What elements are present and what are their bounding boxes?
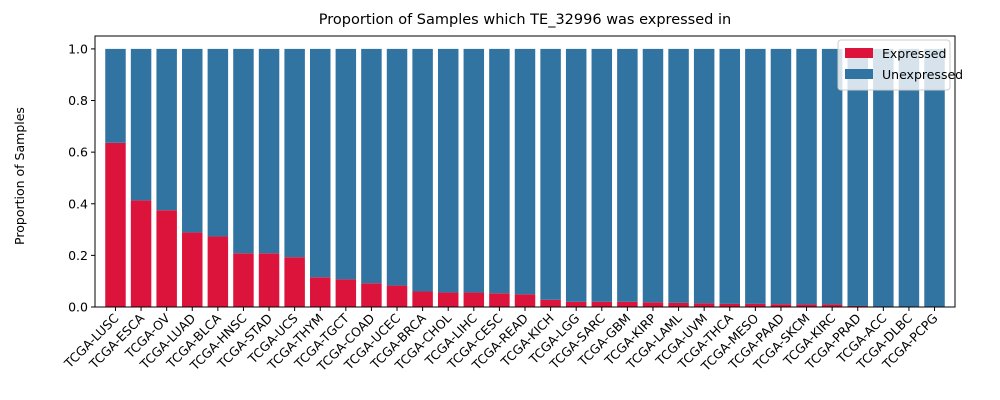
bar-unexpressed-tcga-stad xyxy=(258,48,280,254)
bar-unexpressed-tcga-thym xyxy=(310,48,331,278)
bar-unexpressed-tcga-kirc xyxy=(821,48,843,305)
bar-unexpressed-tcga-uvm xyxy=(693,48,715,304)
bar-expressed-tcga-esca xyxy=(130,200,152,307)
bar-unexpressed-tcga-ucec xyxy=(386,48,408,286)
bar-expressed-tcga-paad xyxy=(770,304,792,307)
bar-unexpressed-tcga-hnsc xyxy=(233,48,254,254)
bars-group xyxy=(105,48,945,308)
bar-unexpressed-tcga-meso xyxy=(745,48,766,304)
bar-unexpressed-tcga-ucs xyxy=(284,48,305,258)
bar-expressed-tcga-skcm xyxy=(796,304,817,307)
bar-expressed-tcga-thca xyxy=(719,303,740,307)
bar-unexpressed-tcga-chol xyxy=(437,48,459,293)
bar-expressed-tcga-lgg xyxy=(565,301,587,307)
bar-expressed-tcga-lusc xyxy=(105,142,126,307)
bar-expressed-tcga-kich xyxy=(540,299,561,307)
bar-unexpressed-tcga-coad xyxy=(361,48,382,284)
bar-expressed-tcga-chol xyxy=(437,292,459,307)
chart-title: Proportion of Samples which TE_32996 was… xyxy=(319,12,731,28)
bar-expressed-tcga-gbm xyxy=(617,301,638,307)
bar-unexpressed-tcga-thca xyxy=(719,48,740,304)
bar-unexpressed-tcga-sarc xyxy=(591,48,613,302)
y-tick-label: 0.2 xyxy=(68,248,88,263)
bar-unexpressed-tcga-kich xyxy=(540,48,561,300)
bar-expressed-tcga-laml xyxy=(668,302,689,307)
legend: Expressed Unexpressed xyxy=(837,39,963,91)
bar-unexpressed-tcga-lusc xyxy=(105,48,126,143)
bar-unexpressed-tcga-brca xyxy=(412,48,433,292)
y-tick-label: 0.6 xyxy=(68,145,88,160)
bar-unexpressed-tcga-pcpg xyxy=(924,48,945,308)
bar-expressed-tcga-kirc xyxy=(821,304,843,307)
bar-unexpressed-tcga-laml xyxy=(668,48,689,303)
bar-unexpressed-tcga-kirp xyxy=(642,48,664,303)
bar-unexpressed-tcga-tgct xyxy=(335,48,357,280)
y-tick-label: 0.8 xyxy=(68,93,88,108)
bar-expressed-tcga-hnsc xyxy=(233,253,254,307)
bar-expressed-tcga-coad xyxy=(361,283,382,307)
bar-unexpressed-tcga-lihc xyxy=(463,48,485,293)
bar-expressed-tcga-ucs xyxy=(284,257,305,307)
bar-expressed-tcga-ucec xyxy=(386,285,408,307)
bar-unexpressed-tcga-ov xyxy=(156,48,177,211)
bar-unexpressed-tcga-esca xyxy=(130,48,152,201)
bar-unexpressed-tcga-read xyxy=(514,48,536,295)
y-axis-label: Proportion of Samples xyxy=(12,107,27,245)
legend-label-expressed: Expressed xyxy=(882,46,946,61)
bar-expressed-tcga-meso xyxy=(745,303,766,307)
bar-unexpressed-tcga-skcm xyxy=(796,48,817,305)
bar-expressed-tcga-brca xyxy=(412,291,433,307)
bar-unexpressed-tcga-luad xyxy=(182,48,203,233)
bar-expressed-tcga-blca xyxy=(207,236,229,307)
legend-label-unexpressed: Unexpressed xyxy=(882,67,963,82)
bar-unexpressed-tcga-prad xyxy=(847,48,868,306)
bar-expressed-tcga-prad xyxy=(847,305,868,307)
bar-unexpressed-tcga-gbm xyxy=(617,48,638,302)
legend-swatch-expressed xyxy=(845,48,873,58)
bar-expressed-tcga-ov xyxy=(156,210,177,307)
y-tick-label: 1.0 xyxy=(68,41,88,56)
bar-unexpressed-tcga-paad xyxy=(770,48,792,305)
bar-expressed-tcga-uvm xyxy=(693,303,715,307)
bar-expressed-tcga-kirp xyxy=(642,302,664,307)
bar-expressed-tcga-luad xyxy=(182,232,203,307)
bar-expressed-tcga-stad xyxy=(258,253,280,307)
bar-expressed-tcga-sarc xyxy=(591,301,613,307)
bar-expressed-tcga-tgct xyxy=(335,279,357,307)
bar-expressed-tcga-read xyxy=(514,294,536,307)
bar-unexpressed-tcga-lgg xyxy=(565,48,587,302)
y-tick-label: 0.4 xyxy=(68,196,88,211)
bar-unexpressed-tcga-blca xyxy=(207,48,229,237)
bar-expressed-tcga-lihc xyxy=(463,292,485,307)
bar-unexpressed-tcga-acc xyxy=(873,48,894,308)
bar-expressed-tcga-thym xyxy=(310,277,331,307)
bar-expressed-tcga-cesc xyxy=(489,293,510,307)
bar-unexpressed-tcga-cesc xyxy=(489,48,510,294)
y-tick-label: 0.0 xyxy=(68,300,88,315)
legend-swatch-unexpressed xyxy=(845,69,873,79)
bar-unexpressed-tcga-dlbc xyxy=(898,48,920,308)
